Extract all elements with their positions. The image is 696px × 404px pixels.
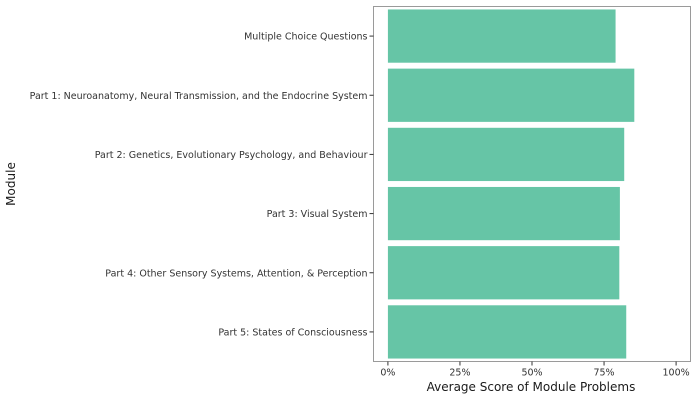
x-tick-label: 25% <box>449 368 470 379</box>
bar <box>387 305 627 359</box>
bar <box>387 127 625 182</box>
y-tick-label: Part 3: Visual System <box>267 209 368 220</box>
x-axis: 0% 25% 50% 75% 100% <box>380 361 690 379</box>
y-tick-label: Part 4: Other Sensory Systems, Attention… <box>105 268 367 279</box>
x-tick-label: 50% <box>521 368 542 379</box>
x-tick-label: 0% <box>380 368 395 379</box>
y-axis-title: Module <box>4 162 18 206</box>
bar <box>387 186 620 241</box>
y-tick-label: Part 1: Neuroanatomy, Neural Transmissio… <box>30 91 368 102</box>
y-axis: Multiple Choice Questions Part 1: Neuroan… <box>30 32 374 338</box>
panel-border <box>373 6 691 362</box>
y-tick-label: Part 5: States of Consciousness <box>218 327 367 338</box>
bar <box>387 246 620 300</box>
y-tick-label: Part 2: Genetics, Evolutionary Psycholog… <box>95 150 368 161</box>
y-tick-label: Multiple Choice Questions <box>244 32 367 43</box>
bar <box>387 68 635 122</box>
x-tick-label: 100% <box>663 368 690 379</box>
x-tick-label: 75% <box>593 368 614 379</box>
bars-group <box>387 9 635 359</box>
bar <box>387 9 616 63</box>
x-axis-title: Average Score of Module Problems <box>427 380 636 394</box>
